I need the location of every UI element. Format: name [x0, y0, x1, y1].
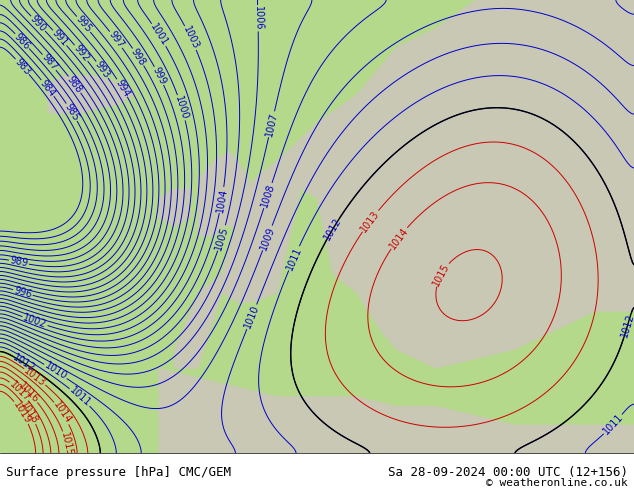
- Text: 990: 990: [28, 13, 48, 34]
- Polygon shape: [48, 75, 134, 113]
- Text: 993: 993: [93, 59, 112, 80]
- Polygon shape: [158, 368, 634, 453]
- Text: 1011: 1011: [601, 412, 625, 437]
- Text: 1005: 1005: [214, 225, 230, 251]
- Text: 1015: 1015: [431, 261, 451, 288]
- Text: 1001: 1001: [148, 22, 170, 48]
- Text: 1012: 1012: [11, 352, 37, 374]
- Text: 999: 999: [150, 65, 168, 86]
- Text: 986: 986: [12, 31, 32, 51]
- Text: 1010: 1010: [42, 361, 68, 382]
- Text: 1011: 1011: [67, 385, 93, 409]
- Text: 989: 989: [9, 256, 29, 269]
- Text: 1012: 1012: [322, 216, 344, 242]
- Polygon shape: [158, 189, 190, 226]
- Polygon shape: [278, 28, 460, 189]
- Text: 1014: 1014: [387, 225, 410, 251]
- Text: 1007: 1007: [264, 111, 279, 137]
- Text: 1013: 1013: [359, 208, 382, 234]
- Text: 988: 988: [65, 74, 84, 95]
- Text: 991: 991: [50, 28, 70, 48]
- Text: 998: 998: [129, 47, 148, 67]
- Text: 1010: 1010: [243, 304, 261, 330]
- Text: 992: 992: [72, 43, 91, 63]
- Text: 996: 996: [13, 285, 33, 300]
- Text: 995: 995: [74, 14, 93, 34]
- Text: 985: 985: [63, 102, 81, 122]
- Text: 1006: 1006: [252, 6, 263, 30]
- Text: 1011: 1011: [285, 245, 304, 271]
- Text: © weatheronline.co.uk: © weatheronline.co.uk: [486, 478, 628, 488]
- Text: 1012: 1012: [619, 312, 634, 338]
- Text: 1017: 1017: [7, 379, 32, 403]
- Text: 1002: 1002: [22, 313, 48, 330]
- Text: 1013: 1013: [22, 365, 48, 388]
- Text: 1019: 1019: [11, 399, 33, 425]
- Text: 1018: 1018: [18, 399, 40, 425]
- Text: 994: 994: [113, 77, 131, 98]
- Text: 983: 983: [13, 56, 32, 77]
- Text: 1000: 1000: [173, 95, 190, 121]
- Text: 987: 987: [39, 52, 59, 73]
- Text: 1015: 1015: [59, 431, 74, 457]
- Text: Surface pressure [hPa] CMC/GEM: Surface pressure [hPa] CMC/GEM: [6, 466, 231, 479]
- Text: 1003: 1003: [181, 24, 200, 51]
- Text: 1009: 1009: [259, 225, 276, 251]
- Text: 997: 997: [107, 29, 126, 50]
- Text: 984: 984: [38, 78, 57, 98]
- Text: 1016: 1016: [16, 380, 41, 405]
- Text: 1008: 1008: [259, 182, 276, 209]
- Polygon shape: [198, 151, 254, 236]
- Text: 1014: 1014: [51, 400, 73, 426]
- Text: 1004: 1004: [215, 187, 229, 213]
- Text: Sa 28-09-2024 00:00 UTC (12+156): Sa 28-09-2024 00:00 UTC (12+156): [387, 466, 628, 479]
- Polygon shape: [174, 0, 634, 368]
